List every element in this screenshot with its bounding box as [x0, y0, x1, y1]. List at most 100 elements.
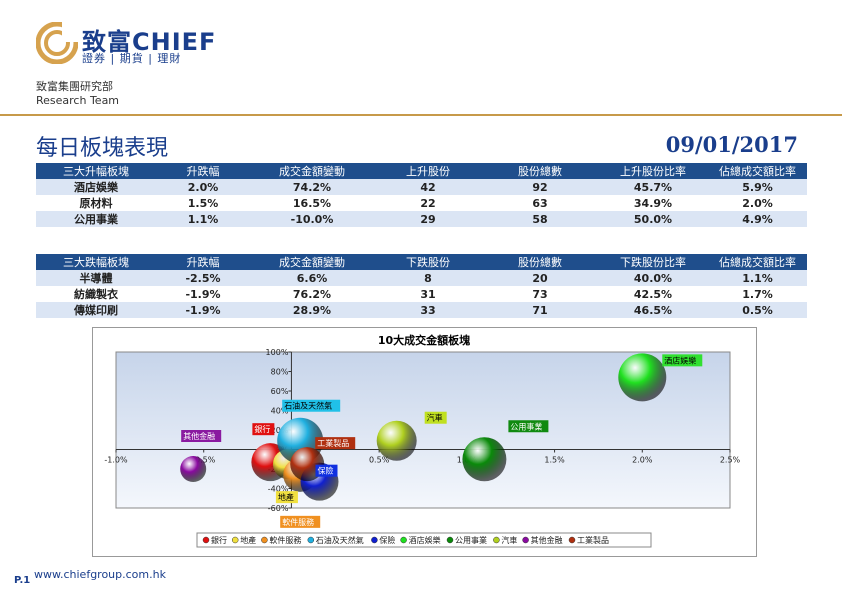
brand-tagline: 證券 | 期貨 | 理財 — [82, 52, 182, 65]
table-header-row: 三大跌幅板塊 升跌幅 成交金額變動 下跌股份 股份總數 下跌股份比率 佔總成交額… — [36, 254, 807, 270]
bubble-5 — [618, 353, 667, 402]
sector-name: 原材料 — [79, 197, 113, 210]
legend-label: 地產 — [240, 535, 256, 545]
bubble-label-box — [662, 354, 703, 367]
table-row: 紡織製衣 -1.9% 76.2% 31 73 42.5% 1.7% — [36, 286, 807, 302]
chart-svg: 10大成交金額板塊-1.0%-0.5%0.0%0.5%1.0%1.5%2.0%2… — [104, 333, 741, 548]
bubble-label: 工業製品 — [317, 438, 349, 448]
bubble-label-box — [424, 411, 447, 424]
table-row: 原材料 1.5% 16.5% 22 63 34.9% 2.0% — [36, 195, 807, 211]
x-tick-label: 2.5% — [720, 456, 741, 465]
legend-label: 石油及天然氣 — [316, 535, 364, 545]
rising-count-cell: 29 — [374, 211, 482, 227]
column-header: 下跌股份比率 — [598, 254, 708, 270]
legend-marker — [400, 536, 407, 544]
column-header: 佔總成交額比率 — [708, 163, 807, 179]
turnover-change-cell: 74.2% — [250, 179, 374, 195]
change-cell: 1.5% — [187, 196, 219, 210]
change-cell: -1.9% — [156, 302, 250, 318]
x-tick-label: 1.5% — [544, 456, 565, 465]
column-header: 升跌幅 — [156, 254, 250, 270]
legend-label: 汽車 — [501, 535, 517, 545]
logo-swirl-icon — [36, 22, 78, 64]
bubble-label-box — [252, 423, 275, 436]
ratio-cell: 40.0% — [598, 270, 708, 286]
column-header: 上升股份比率 — [598, 163, 708, 179]
bubble-label: 公用事業 — [510, 421, 542, 431]
total-count-cell: 58 — [482, 211, 598, 227]
footer-url[interactable]: www.chiefgroup.com.hk — [34, 568, 166, 581]
bubble-label-box — [181, 430, 222, 442]
bubble-label: 汽車 — [427, 413, 443, 423]
legend-label: 保險 — [379, 535, 395, 545]
column-header: 升跌幅 — [156, 163, 250, 179]
sector-name: 傳媒印刷 — [36, 302, 156, 318]
legend-marker — [522, 536, 529, 544]
sector-name: 紡織製衣 — [74, 288, 118, 301]
legend-marker — [568, 536, 576, 544]
bubble-label-box — [275, 491, 298, 504]
ratio-cell: 34.9% — [633, 196, 673, 210]
bubble-label: 地產 — [278, 492, 294, 502]
turnover-change-cell: 76.2% — [292, 287, 332, 301]
turnover-change-cell: 16.5% — [292, 196, 332, 210]
column-header: 下跌股份 — [374, 254, 482, 270]
sector-name: 半導體 — [36, 270, 156, 286]
turnover-change-cell: 6.6% — [250, 270, 374, 286]
ratio-cell: 45.7% — [598, 179, 708, 195]
share-cell: 2.0% — [742, 196, 773, 210]
bubble-8 — [180, 456, 207, 482]
legend-label: 銀行 — [211, 535, 227, 545]
y-tick-label: 60% — [271, 387, 289, 396]
legend-label: 公用事業 — [455, 535, 487, 545]
bubble-label: 銀行 — [254, 424, 270, 434]
rising-count-cell: 42 — [374, 179, 482, 195]
falling-count-cell: 8 — [374, 270, 482, 286]
company-logo: 致富CHIEF 證券 | 期貨 | 理財 — [36, 22, 236, 66]
bubble-6 — [462, 437, 507, 482]
column-header: 股份總數 — [482, 163, 598, 179]
falling-count-cell: 33 — [374, 302, 482, 318]
column-header: 三大升幅板塊 — [36, 163, 156, 179]
ratio-cell: 42.5% — [633, 287, 673, 301]
share-cell: 5.9% — [708, 179, 807, 195]
share-cell: 1.7% — [742, 287, 773, 301]
brand-name: 致富CHIEF — [82, 28, 217, 56]
bubble-label: 其他金融 — [183, 431, 215, 441]
legend-marker — [202, 536, 210, 544]
column-header: 成交金額變動 — [250, 254, 374, 270]
legend-marker — [371, 536, 378, 544]
change-cell: -2.5% — [156, 270, 250, 286]
column-header: 股份總數 — [482, 254, 598, 270]
y-tick-label: -60% — [268, 504, 289, 513]
share-cell: 1.1% — [708, 270, 807, 286]
y-tick-label: 80% — [271, 368, 289, 377]
table-header-row: 三大升幅板塊 升跌幅 成交金額變動 上升股份 股份總數 上升股份比率 佔總成交額… — [36, 163, 807, 179]
legend-box — [196, 532, 652, 548]
change-cell: 1.1% — [156, 211, 250, 227]
bubble-7 — [376, 420, 417, 461]
page-number: P.1 — [14, 575, 31, 586]
change-cell: -1.9% — [185, 287, 221, 301]
bubble-label: 酒店娛樂 — [664, 355, 696, 365]
sector-bubble-chart: 10大成交金額板塊-1.0%-0.5%0.0%0.5%1.0%1.5%2.0%2… — [92, 327, 757, 557]
table-row: 公用事業 1.1% -10.0% 29 58 50.0% 4.9% — [36, 211, 807, 227]
bubble-label: 軟件服務 — [282, 517, 314, 527]
legend-marker — [307, 536, 315, 544]
legend-marker — [446, 536, 454, 544]
table-row: 酒店娛樂 2.0% 74.2% 42 92 45.7% 5.9% — [36, 179, 807, 195]
page-title: 每日板塊表現 — [36, 136, 169, 161]
y-tick-label: 100% — [266, 348, 289, 357]
header-divider — [0, 114, 842, 116]
legend-marker — [261, 536, 268, 544]
department-cn: 致富集團研究部 — [36, 80, 113, 93]
share-cell: 4.9% — [708, 211, 807, 227]
share-cell: 0.5% — [708, 302, 807, 318]
total-count-cell: 92 — [482, 179, 598, 195]
ratio-cell: 46.5% — [598, 302, 708, 318]
legend-label: 軟件服務 — [269, 535, 301, 545]
sector-name: 酒店娛樂 — [36, 179, 156, 195]
total-count-cell: 73 — [532, 287, 548, 301]
x-tick-label: 0.5% — [369, 456, 390, 465]
column-header: 三大跌幅板塊 — [36, 254, 156, 270]
